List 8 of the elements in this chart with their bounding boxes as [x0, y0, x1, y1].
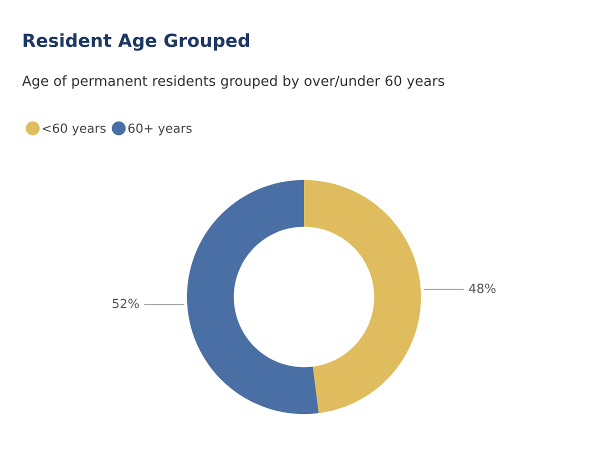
- chart-title: Resident Age Grouped: [24, 33, 250, 51]
- legend-label: <60 years: [42, 123, 106, 136]
- legend-label: 60+ years: [128, 123, 192, 136]
- donut-slice: [187, 180, 319, 414]
- chart-subtitle: Age of permanent residents grouped by over/under 60 years: [22, 75, 444, 89]
- data-label: 48%: [469, 284, 496, 294]
- donut-slice: [304, 180, 421, 414]
- data-label: 52%: [112, 298, 139, 308]
